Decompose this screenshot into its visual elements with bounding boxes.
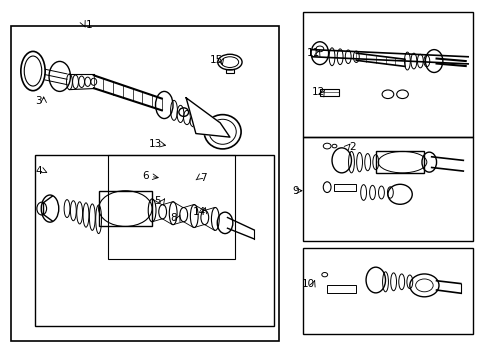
Text: 10: 10 [302,279,315,289]
Text: 8: 8 [170,212,177,222]
Text: 3: 3 [36,96,42,107]
Text: 15: 15 [209,55,223,65]
Bar [326,285,356,293]
Text: 5: 5 [154,197,161,206]
Text: 14: 14 [192,207,205,217]
Text: 13: 13 [148,139,162,149]
Text: 6: 6 [142,171,149,181]
Bar [334,184,356,191]
Bar [11,26,278,341]
Bar [35,155,273,327]
Bar [302,137,472,241]
Polygon shape [186,98,229,137]
Bar [302,12,472,137]
Bar [302,248,472,334]
Bar [99,191,152,226]
Bar [108,155,234,258]
Bar [375,152,424,173]
Text: 9: 9 [292,186,298,196]
Text: 1: 1 [85,19,92,30]
Text: 7: 7 [200,173,206,183]
Bar [319,89,339,96]
Text: 12: 12 [311,87,325,98]
Bar [225,69,233,73]
Text: 4: 4 [36,166,42,176]
Text: 2: 2 [348,142,355,152]
Text: 11: 11 [306,48,320,58]
